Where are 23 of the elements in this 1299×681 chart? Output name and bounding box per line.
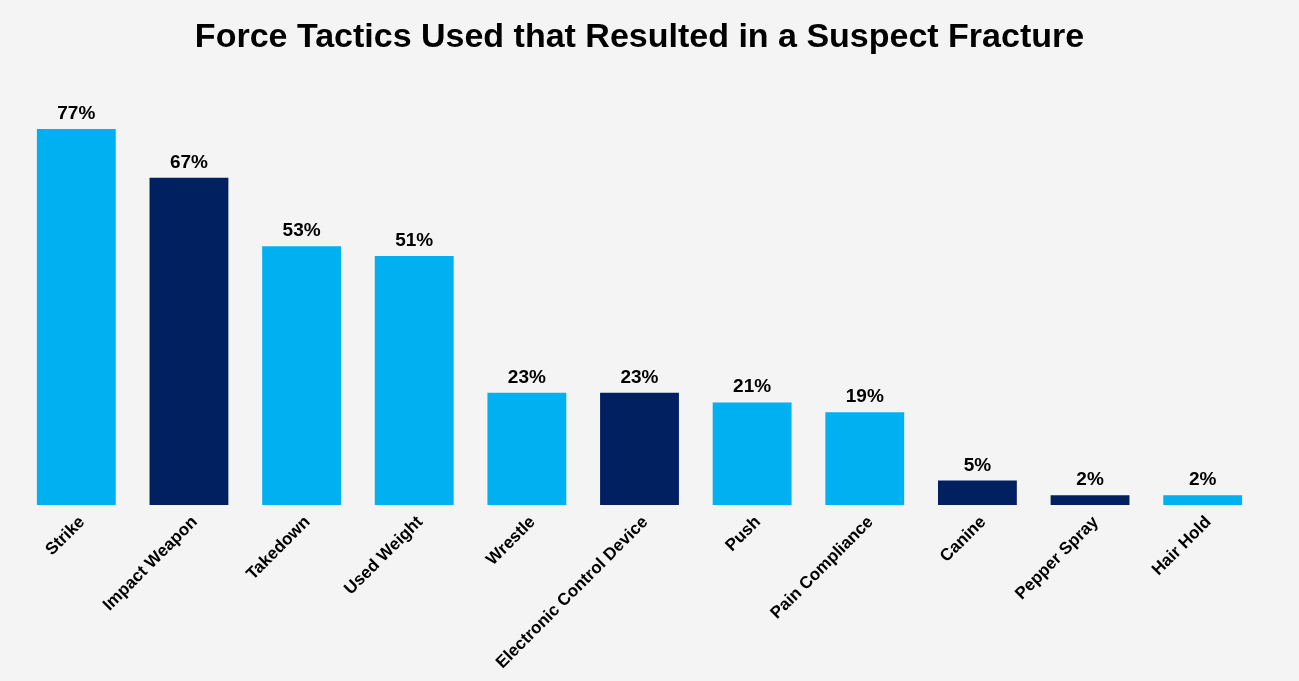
data-label: 2% bbox=[1076, 468, 1104, 490]
data-label: 23% bbox=[507, 365, 546, 387]
bar bbox=[600, 392, 679, 505]
bar bbox=[149, 177, 229, 505]
bar bbox=[36, 129, 116, 505]
bar bbox=[487, 392, 567, 505]
bar bbox=[825, 412, 905, 505]
data-label: 67% bbox=[169, 150, 209, 172]
bar bbox=[712, 402, 792, 505]
data-label: 23% bbox=[620, 365, 659, 387]
data-label: 21% bbox=[733, 375, 772, 397]
data-label: 2% bbox=[1188, 468, 1217, 490]
data-label: 77% bbox=[57, 102, 96, 123]
data-label: 53% bbox=[282, 219, 321, 241]
bar bbox=[262, 246, 342, 505]
data-label: 51% bbox=[395, 228, 434, 250]
bar bbox=[1163, 495, 1243, 505]
bar bbox=[937, 480, 1017, 505]
data-label: 5% bbox=[963, 453, 992, 475]
bar bbox=[374, 255, 454, 505]
chart-title: Force Tactics Used that Resulted in a Suspect Fracture bbox=[194, 16, 1085, 54]
data-label: 19% bbox=[845, 385, 884, 407]
bar bbox=[1050, 495, 1130, 505]
